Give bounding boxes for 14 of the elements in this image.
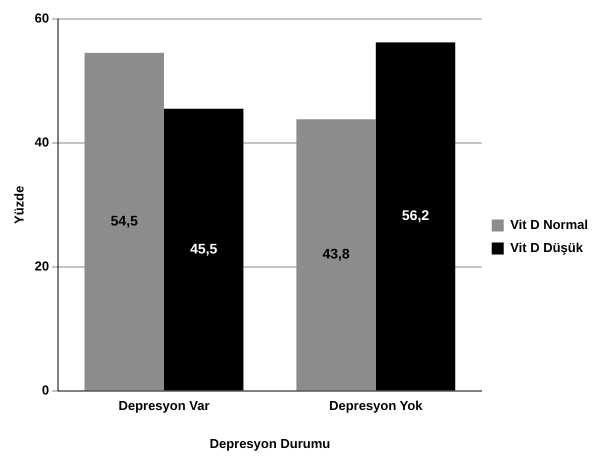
y-tick-label: 20 (34, 258, 50, 274)
data-label: 43,8 (322, 246, 350, 262)
y-tick-label: 0 (42, 382, 50, 398)
x-axis-title: Depresyon Durumu (210, 436, 330, 451)
x-tick-label: Depresyon Var (118, 398, 210, 414)
legend-label: Vit D Normal (510, 217, 588, 232)
legend-label: Vit D Düşük (510, 240, 584, 256)
data-label: 56,2 (402, 207, 430, 224)
y-tick-label: 60 (34, 10, 50, 26)
data-label: 54,5 (110, 212, 138, 228)
data-label: 45,5 (190, 240, 218, 256)
x-tick-label: Depresyon Yok (329, 398, 424, 414)
y-tick-label: 40 (34, 134, 50, 150)
y-axis-title: Yüzde (11, 186, 26, 224)
